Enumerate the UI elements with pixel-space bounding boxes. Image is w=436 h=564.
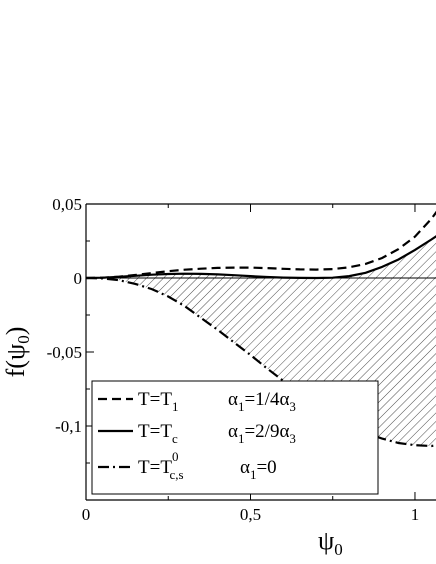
y-axis-label: f(ψ0)	[1, 327, 33, 378]
series-line-solid	[86, 235, 436, 280]
legend-label: T=T1 α1=1/4α3	[138, 389, 296, 414]
legend-label: T=Tc α1=2/9α3	[138, 421, 296, 446]
x-axis-label: ψ0	[318, 526, 343, 559]
series-line-dashed	[86, 210, 436, 280]
legend-box	[91, 380, 379, 495]
series-group	[86, 210, 436, 448]
y-tick-label: -0,1	[55, 417, 82, 436]
legend-label: T=T0 c,s α1=0	[138, 449, 277, 482]
x-tick-label: 1	[411, 505, 420, 524]
x-tick-label: 0	[82, 505, 91, 524]
x-tick-label: 0,5	[240, 505, 261, 524]
y-tick-label: -0,05	[47, 343, 82, 362]
legend: T=T1 α1=1/4α3 T=Tc α1=2/9α3 T=T0 c,s α1=0	[91, 380, 379, 495]
ticks: 0 0,5 1 0,05 0 -0,05 -0,1	[47, 195, 420, 524]
y-tick-label: 0,05	[52, 195, 82, 214]
y-tick-label: 0	[74, 269, 83, 288]
